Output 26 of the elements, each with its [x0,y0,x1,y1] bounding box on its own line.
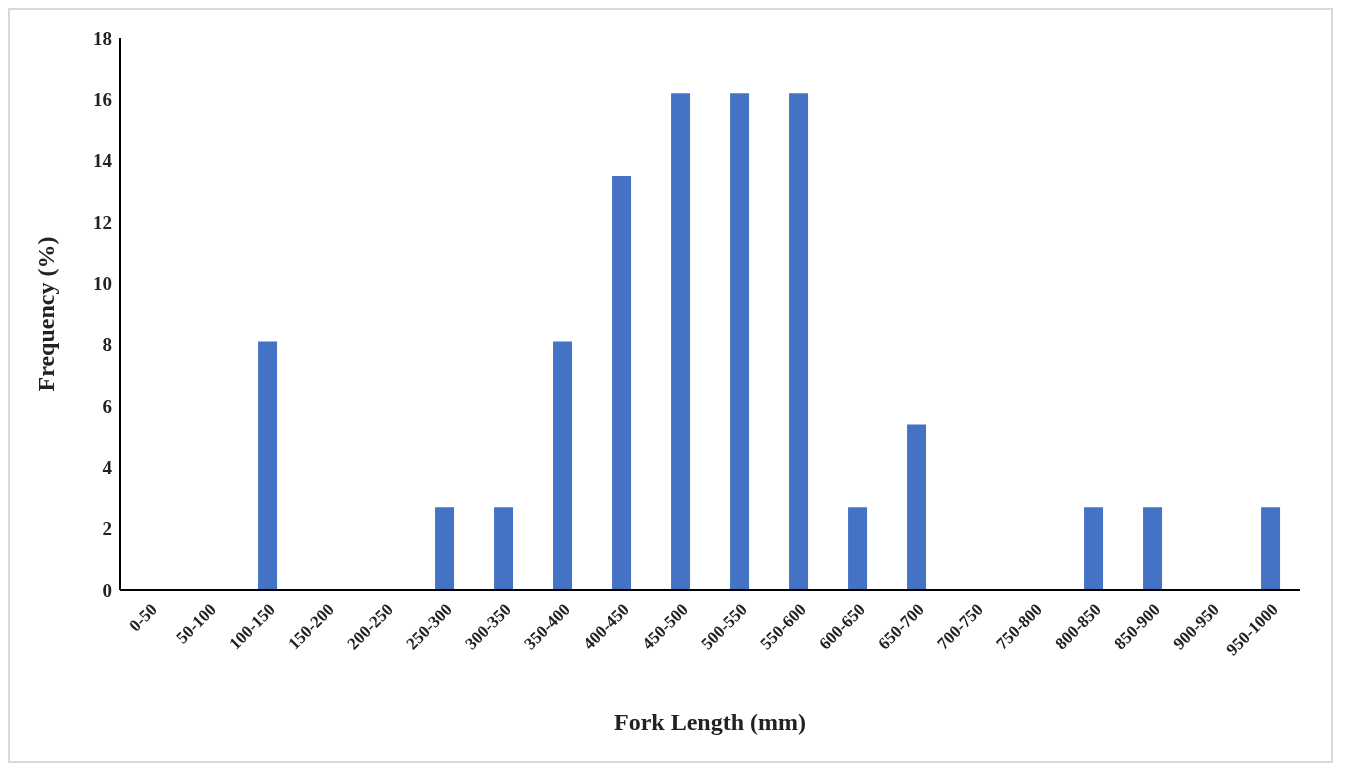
y-tick-label: 14 [93,150,113,172]
bar [730,93,750,590]
bar [671,93,691,590]
y-tick-label: 16 [93,89,112,111]
y-tick-label: 6 [102,395,112,417]
y-tick-label: 8 [102,334,112,356]
bar [258,341,278,590]
x-axis-title: Fork Length (mm) [614,709,806,735]
x-tick-label: 0-50 [125,599,161,636]
y-tick-label: 2 [102,518,112,540]
bar [612,176,632,590]
bar [1084,507,1104,590]
y-tick-label: 0 [102,579,112,601]
y-tick-label: 4 [102,457,113,479]
bar [435,507,455,590]
bar [848,507,868,590]
bar [789,93,809,590]
bar [1143,507,1163,590]
y-tick-label: 10 [93,273,112,295]
bar [494,507,514,590]
y-tick-label: 18 [93,27,112,49]
y-axis-title: Frequency (%) [32,236,59,392]
bar [1261,507,1281,590]
y-tick-label: 12 [93,211,112,233]
bar [907,424,927,590]
bar [553,341,573,590]
